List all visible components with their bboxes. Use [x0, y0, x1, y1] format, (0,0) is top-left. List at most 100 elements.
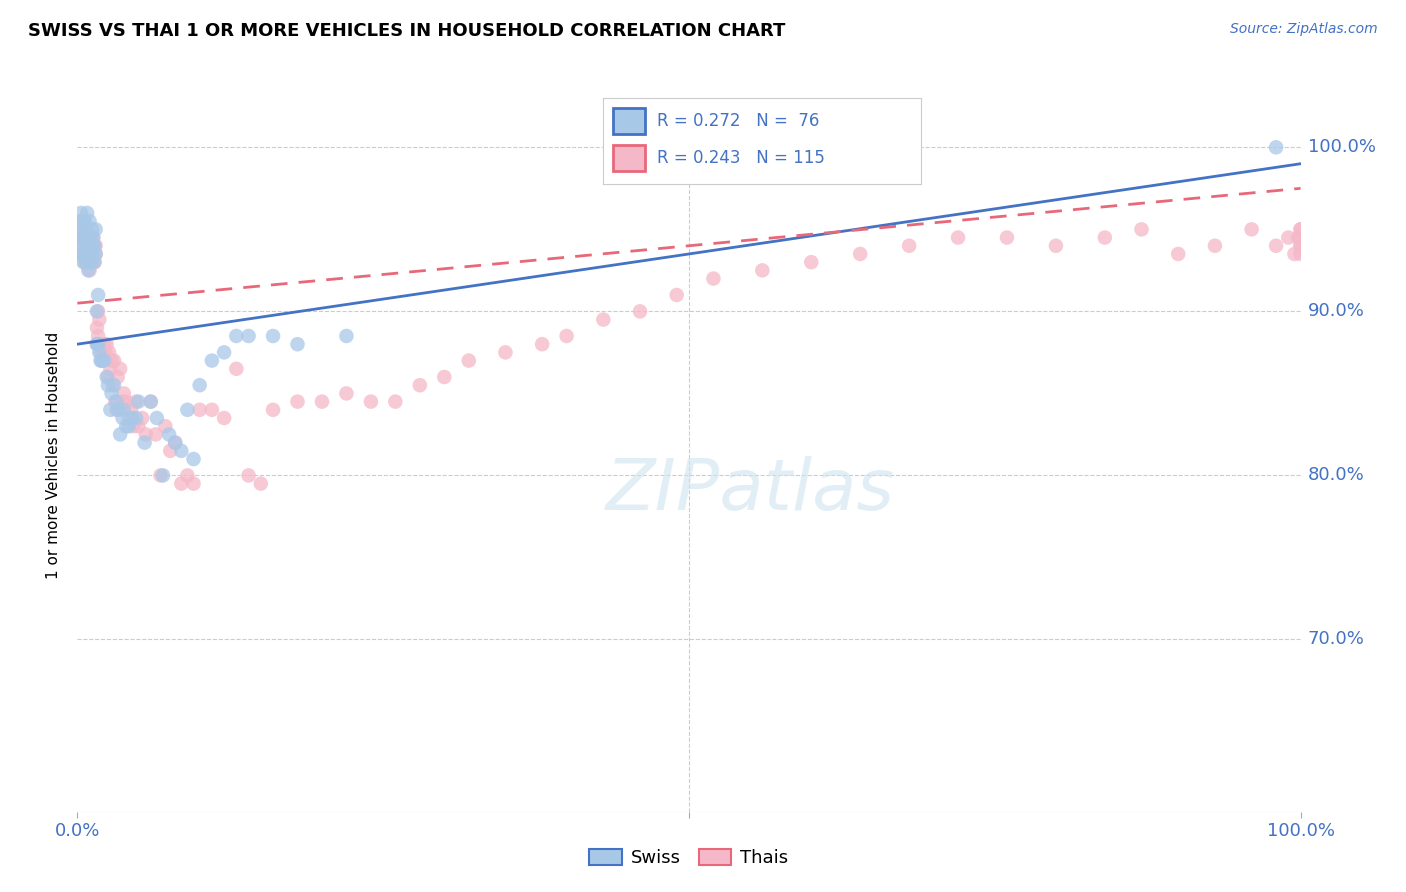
Point — [287, 394, 309, 409]
Point — [80, 222, 103, 236]
Point — [111, 394, 134, 409]
Point — [800, 255, 823, 269]
Point — [146, 411, 169, 425]
Point — [1284, 247, 1306, 261]
Point — [90, 337, 112, 351]
Point — [176, 402, 198, 417]
Point — [1130, 222, 1153, 236]
Point — [87, 337, 110, 351]
Point — [86, 320, 108, 334]
Point — [262, 402, 284, 417]
Text: 70.0%: 70.0% — [1308, 631, 1364, 648]
Legend: Swiss, Thais: Swiss, Thais — [582, 841, 796, 874]
Point — [100, 386, 122, 401]
Text: 80.0%: 80.0% — [1308, 467, 1364, 484]
Point — [76, 206, 98, 220]
Point — [97, 370, 120, 384]
Point — [90, 353, 112, 368]
Point — [157, 427, 180, 442]
Point — [98, 402, 121, 417]
Point — [135, 427, 157, 442]
Point — [96, 337, 118, 351]
Point — [86, 337, 108, 351]
Point — [108, 427, 131, 442]
Point — [1167, 247, 1189, 261]
Text: R = 0.272   N =  76: R = 0.272 N = 76 — [658, 112, 820, 130]
Point — [83, 255, 105, 269]
Text: ZIPatlas: ZIPatlas — [606, 456, 894, 525]
Point — [84, 247, 107, 261]
Point — [82, 239, 104, 253]
Point — [238, 468, 260, 483]
Point — [70, 247, 93, 261]
Point — [159, 443, 181, 458]
Point — [201, 353, 224, 368]
Point — [1289, 239, 1312, 253]
Point — [112, 386, 135, 401]
Point — [1265, 140, 1288, 154]
Point — [70, 239, 93, 253]
Point — [1289, 222, 1312, 236]
Point — [84, 222, 107, 236]
Point — [105, 394, 128, 409]
Point — [149, 468, 172, 483]
Point — [495, 345, 517, 359]
Point — [79, 214, 101, 228]
Point — [127, 419, 149, 434]
Point — [77, 239, 100, 253]
Point — [73, 230, 96, 244]
Point — [139, 394, 162, 409]
Point — [849, 247, 872, 261]
Point — [457, 353, 479, 368]
Point — [80, 255, 103, 269]
Point — [79, 263, 101, 277]
Point — [76, 239, 98, 253]
Point — [152, 468, 174, 483]
Point — [1094, 230, 1116, 244]
Point — [1289, 222, 1312, 236]
Y-axis label: 1 or more Vehicles in Household: 1 or more Vehicles in Household — [46, 331, 62, 579]
Point — [1286, 230, 1309, 244]
Point — [84, 247, 107, 261]
Point — [107, 370, 129, 384]
Point — [103, 378, 125, 392]
Point — [409, 378, 432, 392]
Point — [125, 411, 148, 425]
Point — [77, 263, 100, 277]
Point — [83, 239, 105, 253]
Point — [80, 239, 103, 253]
Point — [73, 247, 96, 261]
Point — [72, 255, 94, 269]
Point — [87, 329, 110, 343]
Point — [592, 312, 614, 326]
Point — [70, 206, 93, 220]
Point — [1289, 247, 1312, 261]
Point — [80, 247, 103, 261]
Point — [212, 411, 235, 425]
Point — [93, 337, 115, 351]
Point — [105, 402, 128, 417]
Point — [83, 255, 105, 269]
Point — [72, 214, 94, 228]
Point — [90, 353, 112, 368]
Point — [93, 353, 115, 368]
Point — [69, 222, 91, 236]
Point — [97, 378, 120, 392]
Text: Source: ZipAtlas.com: Source: ZipAtlas.com — [1230, 22, 1378, 37]
Point — [80, 247, 103, 261]
Point — [90, 353, 112, 368]
Point — [90, 345, 112, 359]
Point — [79, 230, 101, 244]
Point — [946, 230, 969, 244]
Point — [139, 394, 162, 409]
Point — [898, 239, 921, 253]
Point — [225, 329, 247, 343]
Point — [120, 402, 142, 417]
Text: SWISS VS THAI 1 OR MORE VEHICLES IN HOUSEHOLD CORRELATION CHART: SWISS VS THAI 1 OR MORE VEHICLES IN HOUS… — [28, 22, 786, 40]
Point — [104, 394, 127, 409]
Point — [76, 255, 98, 269]
Point — [170, 443, 193, 458]
Point — [188, 378, 211, 392]
Point — [238, 329, 260, 343]
Point — [134, 435, 156, 450]
